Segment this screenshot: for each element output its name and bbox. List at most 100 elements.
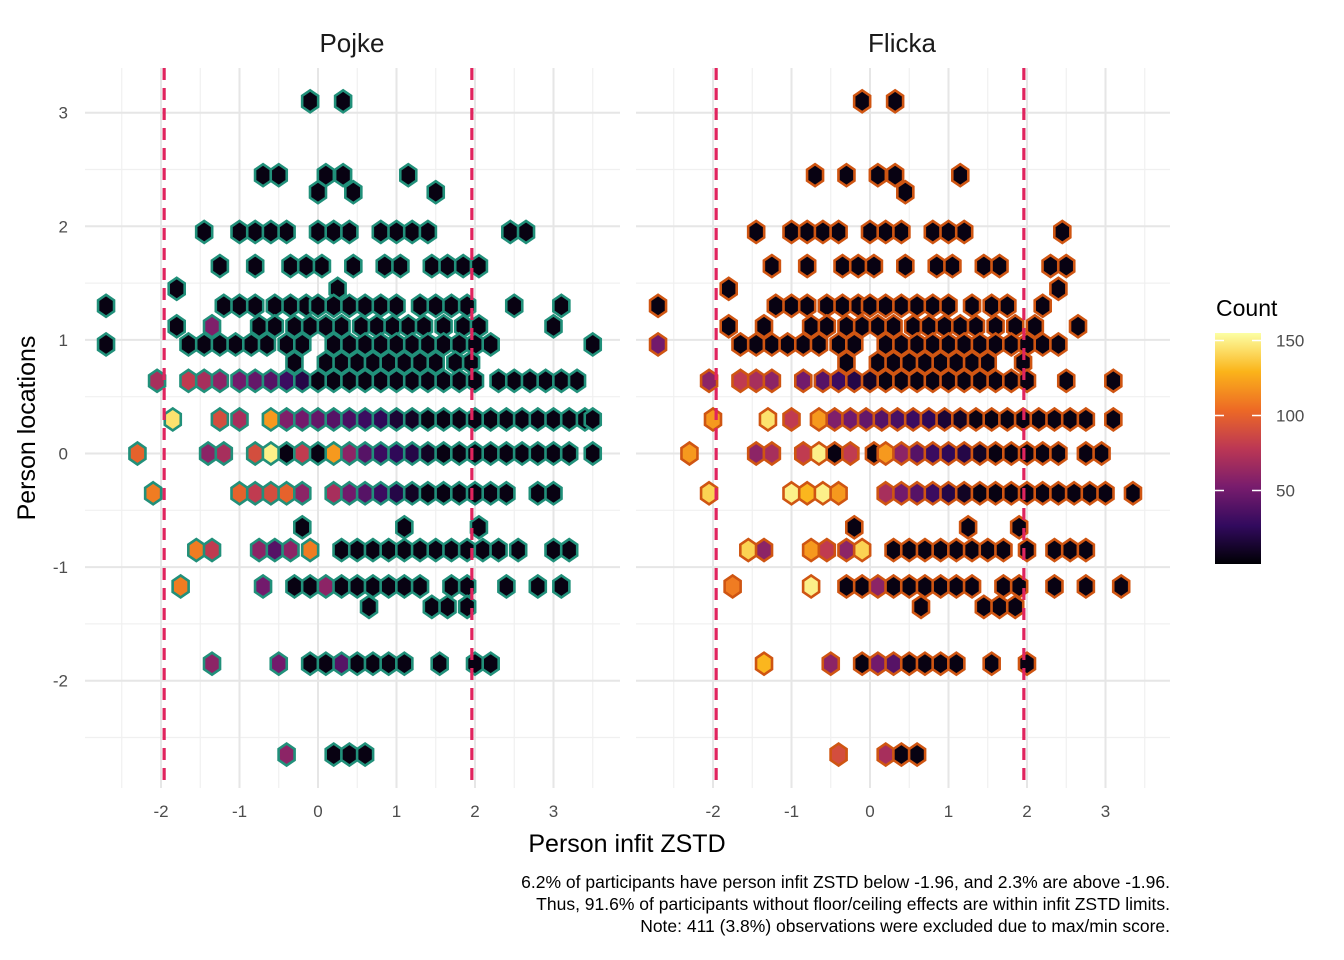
hex-bin [308,406,328,432]
hex-bin [261,219,281,245]
hex-bin [1033,331,1052,358]
hex-bin [978,537,998,563]
hex-bin [903,406,923,432]
hex-bin [892,480,911,506]
hex-bin [1076,440,1096,467]
hex-bin [860,368,880,394]
hex-bin [371,293,391,319]
hex-bin [340,406,359,432]
hex-bin [723,573,742,599]
hex-bin [852,537,872,563]
hex-bin [292,406,312,432]
hex-bin [198,440,218,467]
hex-bin [202,537,222,563]
hex-bin [438,253,457,279]
hex-bin [1017,480,1037,506]
hex-bin [876,219,896,245]
hex-bin [868,573,888,599]
hex-bin [489,368,508,394]
y-tick-label: 0 [59,445,68,464]
hex-bin [249,537,269,563]
hex-bin [927,253,947,279]
hex-bin [202,651,222,677]
hex-bin [919,406,939,432]
hex-bin [954,480,974,506]
x-tick-label: -2 [153,802,168,821]
hex-bin [954,219,974,245]
hex-bin [974,594,994,620]
hex-bin [277,741,296,768]
hex-bin [1017,537,1037,563]
hex-bin [395,651,414,677]
hex-bin [907,293,927,319]
hex-bin [1076,573,1096,599]
hex-bin [1005,594,1025,620]
hex-bin [762,368,782,394]
hex-bin [214,293,234,319]
hex-bin [813,480,833,506]
hex-bin [418,440,438,467]
hex-bin [885,88,905,114]
hex-bin [1033,480,1052,506]
hex-bin [1049,480,1068,506]
hex-bin [230,219,249,245]
hex-bin [884,573,903,599]
hex-bin [793,368,813,394]
hex-bin [391,253,410,279]
hex-bin [285,573,304,599]
hex-bin [939,480,958,506]
hex-bin [316,651,336,677]
hex-bin [939,219,958,245]
hex-bin [990,594,1009,620]
hex-bin [371,480,391,506]
x-tick-label: 0 [313,802,322,821]
hex-bin [1053,219,1072,245]
hex-bin [731,331,750,358]
hex-bin [746,219,766,245]
hex-bin [347,573,367,599]
hex-bin [501,219,520,245]
hex-bin [782,480,801,506]
hex-bin [797,219,817,245]
hex-bin [371,406,391,432]
hex-bin [465,480,485,506]
hex-bin [418,368,438,394]
hex-bin [966,406,986,432]
hex-bin [841,406,860,432]
hex-bin [699,480,719,506]
hex-bin [442,293,461,319]
hex-bin [340,480,359,506]
legend-tick-label: 50 [1276,482,1295,501]
hex-bin [516,219,536,245]
hex-bin [1045,406,1064,432]
hex-bin [504,368,524,394]
hex-bin [359,594,379,620]
hex-bin [829,480,848,506]
hex-bin [296,253,316,279]
hex-bin [982,293,1001,319]
hex-bin [265,293,285,319]
hex-bin [179,368,198,394]
hex-bin [340,368,359,394]
hex-bin [410,293,430,319]
hex-bin [915,573,935,599]
hex-bin [316,573,336,599]
hex-bin [860,219,880,245]
panel-pojke-reference-lines [162,68,474,788]
hex-bin [426,293,446,319]
hex-bin [422,594,442,620]
hex-bin [257,331,277,358]
hex-bin [809,406,829,432]
hex-bin [962,537,982,563]
hex-bin [96,331,116,358]
hex-bin [907,440,927,467]
hex-bin [559,406,579,432]
hex-bin [300,88,320,114]
y-tick-label: 2 [59,217,68,236]
hex-bin [363,651,383,677]
hex-bin [1001,331,1021,358]
hex-bin [355,368,375,394]
hex-bin [363,573,383,599]
panel-pojke: Pojke [85,28,620,788]
hex-bin [292,440,312,467]
